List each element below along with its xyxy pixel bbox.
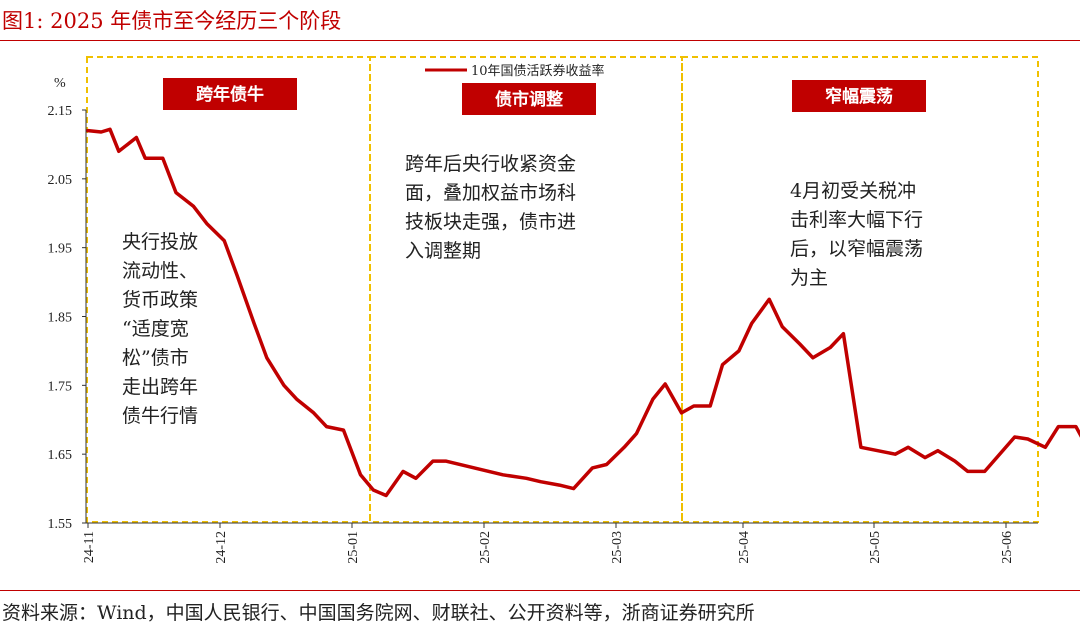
x-tick-label: 25-06 [1000, 531, 1015, 564]
y-tick-label: 1.75 [48, 379, 73, 394]
stage-label-2: 债市调整 [495, 89, 563, 110]
y-axis-unit: % [54, 76, 66, 91]
stage-label-1: 跨年债牛 [196, 84, 264, 105]
x-tick-label: 25-05 [868, 531, 883, 564]
stage-box-2 [369, 56, 683, 523]
x-tick-label: 25-04 [737, 531, 752, 564]
title-rule [0, 40, 1080, 41]
stage-label-3: 窄幅震荡 [825, 86, 893, 107]
stage-annotation-3: 4月初受关税冲 击利率大幅下行 后，以窄幅震荡 为主 [790, 180, 929, 289]
y-tick-label: 1.85 [48, 311, 73, 326]
stage-label-bg-2 [462, 83, 596, 115]
x-tick-label: 25-02 [478, 531, 493, 564]
y-tick-label: 1.95 [48, 242, 73, 257]
y-tick-label: 1.65 [48, 448, 73, 463]
source-rule [0, 590, 1080, 591]
y-tick-label: 2.05 [48, 173, 73, 188]
stage-annotation-2: 跨年后央行收紧资金 面，叠加权益市场科 技板块走强，债市进 入调整期 [405, 153, 582, 262]
y-tick-label: 2.15 [48, 104, 73, 119]
x-tick-label: 24-11 [82, 531, 97, 563]
line-chart: 跨年债牛 债市调整 窄幅震荡 10年国债活跃券收益率 % 2.15 2.05 1.9… [48, 56, 1080, 564]
figure-title: 图1: 2025 年债市至今经历三个阶段 [2, 9, 342, 33]
y-tick-label: 1.55 [48, 517, 73, 532]
series-line [86, 127, 1080, 498]
x-tick-label: 25-01 [346, 531, 361, 564]
x-tick-label: 25-03 [610, 531, 625, 564]
stage-annotation-1: 央行投放 流动性、 货币政策 “适度宽 松”债市 走出跨年 债牛行情 [122, 231, 204, 427]
stage-label-bg-3 [792, 80, 926, 112]
stage-label-bg-1 [163, 78, 297, 110]
x-tick-label: 24-12 [214, 531, 229, 564]
source-note: 资料来源：Wind，中国人民银行、中国国务院网、财联社、公开资料等，浙商证券研究… [2, 602, 755, 624]
stage-box-3 [681, 56, 1039, 523]
legend-label: 10年国债活跃券收益率 [471, 63, 605, 79]
